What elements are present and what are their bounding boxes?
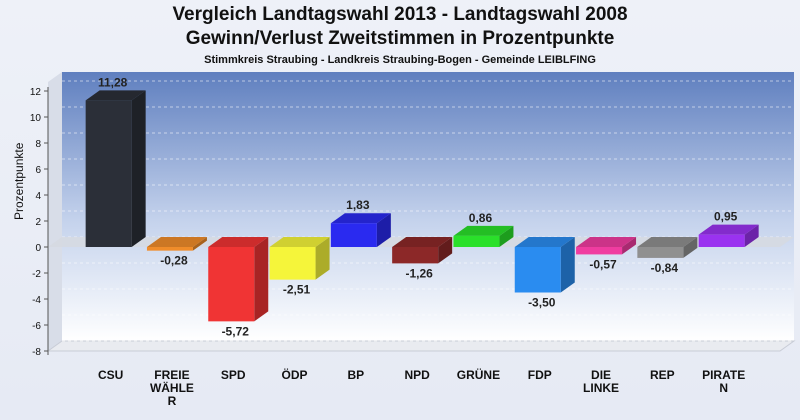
- value-label: 0,86: [469, 211, 493, 225]
- chart-subtitle: Gewinn/Verlust Zweitstimmen in Prozentpu…: [185, 28, 615, 49]
- x-tick-label: DIE LINKE: [583, 368, 619, 395]
- y-tick-label: 0: [35, 243, 41, 254]
- bar-1: 11,28: [85, 75, 146, 247]
- plot-area: [46, 72, 796, 352]
- bar-front: [514, 247, 561, 293]
- bar-top: [453, 225, 514, 236]
- bar-side: [376, 213, 391, 247]
- side-wall: [48, 72, 62, 351]
- value-label: -2,51: [283, 283, 311, 297]
- value-label: 1,83: [346, 198, 370, 212]
- chart-title: Vergleich Landtagswahl 2013 - Landtagswa…: [172, 4, 628, 25]
- bar-front: [208, 247, 255, 322]
- x-tick-label: NPD: [404, 368, 430, 382]
- bar-side: [622, 237, 637, 255]
- value-label: -0,84: [651, 261, 679, 275]
- x-tick-label: CSU: [98, 368, 123, 382]
- floor: [46, 340, 796, 352]
- bar-2: -0,28: [146, 237, 207, 268]
- bar-front: [453, 235, 500, 247]
- bar-9: -0,57: [576, 237, 637, 271]
- bar-top: [576, 237, 637, 247]
- x-tick-label: FDP: [528, 368, 552, 382]
- value-label: -1,26: [405, 266, 433, 280]
- y-tick-label: 10: [30, 113, 42, 124]
- value-label: -5,72: [222, 324, 250, 338]
- bar-top: [146, 237, 207, 247]
- bar-front: [85, 100, 132, 247]
- bar-front: [698, 234, 745, 247]
- x-tick-label: PIRATE N: [702, 368, 745, 395]
- bar-6: -1,26: [392, 237, 453, 280]
- bar-front: [146, 247, 193, 251]
- bar-8: -3,50: [514, 237, 575, 310]
- y-tick-label: -6: [32, 321, 41, 332]
- chart-region-label: Stimmkreis Straubing - Landkreis Straubi…: [204, 54, 596, 66]
- back-wall: [62, 72, 794, 341]
- bar-top: [330, 213, 391, 224]
- x-tick-label: BP: [348, 368, 365, 382]
- bar-11: 0,95: [698, 210, 759, 247]
- bar-top: [269, 237, 330, 247]
- bar-side: [192, 237, 207, 251]
- y-tick-label: 8: [35, 139, 41, 150]
- bar-top: [514, 237, 575, 247]
- bar-4: -2,51: [269, 237, 330, 297]
- x-axis-labels: CSU FREIE WÄHLE R SPD ÖDP BP NPD GRÜNE FDP DIE LINK…: [98, 367, 745, 408]
- y-tick-label: -8: [32, 347, 41, 358]
- bar-top: [637, 237, 698, 247]
- x-tick-label: GRÜNE: [457, 367, 500, 382]
- bar-side: [683, 237, 698, 258]
- value-label: -3,50: [528, 296, 556, 310]
- y-tick-label: -2: [32, 269, 41, 280]
- y-tick-label: 4: [35, 191, 41, 202]
- bar-side: [744, 224, 759, 247]
- bar-side: [438, 237, 453, 264]
- y-axis: -8 -6 -4 -2 0 2 4 6 8 10 12: [30, 87, 49, 358]
- bar-side: [131, 90, 146, 247]
- bar-side: [315, 237, 330, 280]
- value-label: -0,57: [589, 257, 617, 271]
- bar-side: [499, 225, 514, 247]
- value-label: 0,95: [714, 210, 738, 224]
- y-tick-label: -4: [32, 295, 41, 306]
- bar-side: [254, 237, 269, 322]
- y-tick-label: 12: [30, 87, 42, 98]
- bar-top: [208, 237, 269, 247]
- y-tick-label: 2: [35, 217, 41, 228]
- bar-top: [85, 90, 146, 101]
- x-tick-label: SPD: [221, 368, 246, 382]
- bar-front: [269, 247, 316, 280]
- x-tick-label: REP: [650, 368, 675, 382]
- bar-3: -5,72: [208, 237, 269, 338]
- bar-front: [392, 247, 439, 264]
- bar-top: [392, 237, 453, 247]
- bar-10: -0,84: [637, 237, 698, 275]
- y-tick-label: 6: [35, 165, 41, 176]
- bars-group: 11,28 -0,28 -5,72 -2,51 1,83 -1,26 0,86 -3,50 -0…: [85, 75, 759, 338]
- bar-front: [330, 223, 377, 247]
- bar-side: [560, 237, 575, 293]
- bar-front: [637, 247, 684, 258]
- bar-5: 1,83: [330, 198, 391, 247]
- bar-top: [698, 224, 759, 235]
- bar-7: 0,86: [453, 211, 514, 247]
- value-label: -0,28: [160, 254, 188, 268]
- x-tick-label: FREIE WÄHLE R: [150, 368, 194, 408]
- x-tick-label: ÖDP: [282, 367, 308, 382]
- bar-front: [576, 247, 623, 255]
- value-label: 11,28: [98, 75, 128, 89]
